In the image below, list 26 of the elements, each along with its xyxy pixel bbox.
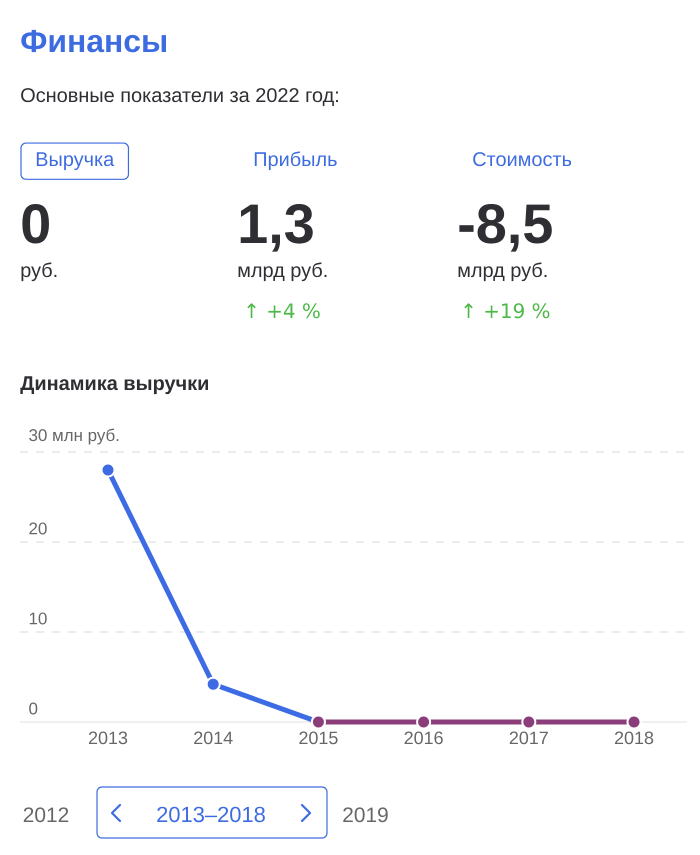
- text: -8,5: [459, 204, 552, 252]
- text: Выручка: [36, 152, 114, 170]
- y-tick-label: 20: [29, 522, 47, 534]
- text: 2013–2018: [157, 806, 265, 822]
- text: 1,3: [240, 204, 313, 252]
- x-tick-label: 2014: [194, 732, 233, 744]
- x-tick-label: 2016: [404, 732, 443, 744]
- chart-title: Динамика выручки: [20, 376, 208, 394]
- x-tick-label: 2017: [510, 732, 548, 744]
- text: Прибыль: [254, 151, 337, 170]
- x-tick-label: 2013: [88, 732, 128, 744]
- text: 2019: [343, 807, 388, 822]
- text: млрд руб.: [458, 262, 546, 282]
- text: Финансы: [21, 30, 166, 52]
- x-tick-label: 2018: [614, 732, 654, 744]
- text: 2012: [24, 807, 68, 822]
- text: ↑ +4 %: [247, 303, 320, 318]
- y-tick-label: 30 млн руб.: [29, 428, 118, 444]
- text: млрд руб.: [238, 262, 326, 282]
- text: ↑ +19 %: [464, 303, 550, 318]
- y-tick-label: 0: [29, 702, 38, 714]
- text: Стоимость: [473, 152, 572, 166]
- text: Основные показатели за 2022 год:: [21, 88, 338, 106]
- x-tick-label: 2015: [299, 732, 338, 744]
- text: руб.: [21, 262, 56, 282]
- y-tick-label: 10: [30, 612, 47, 624]
